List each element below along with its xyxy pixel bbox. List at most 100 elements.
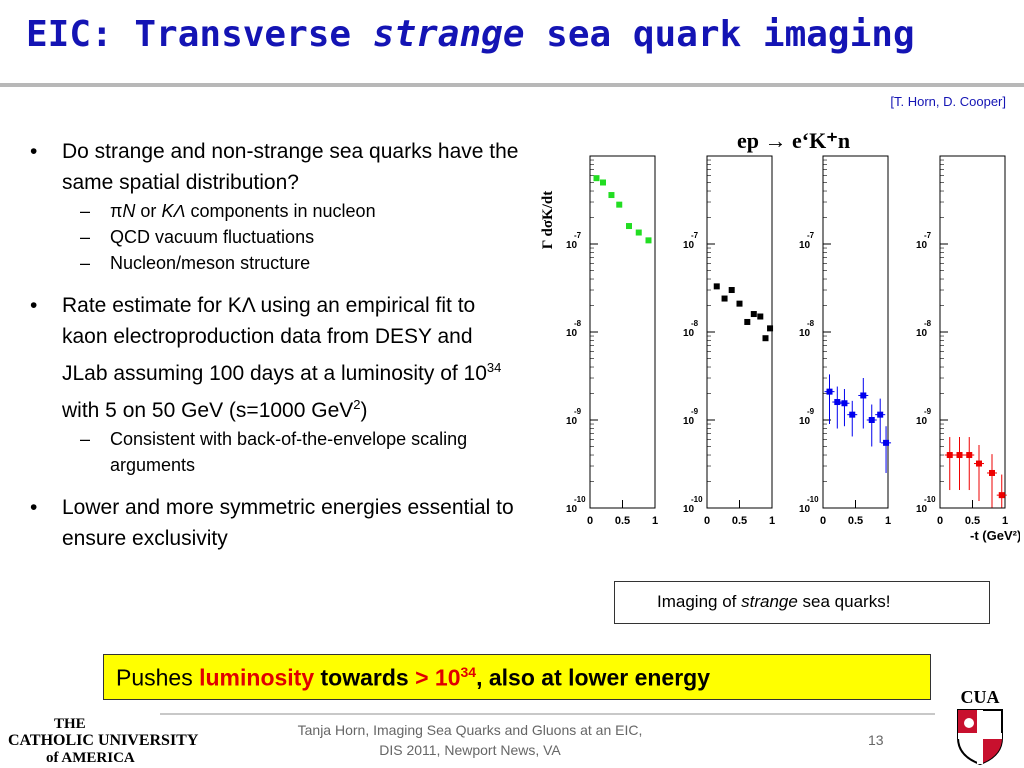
x-tick-label: 0 [704, 515, 710, 527]
data-point [736, 300, 743, 307]
y-tick-label-exp: -7 [574, 231, 582, 240]
footer-line-1: Tanja Horn, Imaging Sea Quarks and Gluon… [297, 722, 643, 738]
data-point [600, 179, 606, 186]
banner-red-1: luminosity [199, 664, 315, 691]
x-axis-label: -t (GeV²) [970, 528, 1020, 543]
bullet-3: Lower and more symmetric energies essent… [30, 492, 520, 554]
data-point [757, 313, 764, 320]
y-tick-label-base: 10 [799, 240, 811, 251]
y-tick-label-base: 10 [916, 240, 928, 251]
data-point [750, 311, 757, 318]
y-tick-label-base: 10 [683, 416, 695, 427]
x-tick-label: 0 [820, 515, 826, 527]
data-point [616, 201, 623, 208]
logo-line-3: of AMERICA [46, 750, 135, 766]
cua-shield-logo: CUA [957, 687, 1003, 766]
footer-line-2: DIS 2011, Newport News, VA [379, 742, 561, 758]
chart-title: ep → e‘K⁺n [737, 128, 851, 153]
data-point [608, 192, 615, 199]
data-point [593, 175, 600, 182]
x-tick-label: 0.5 [965, 515, 980, 527]
title-text-italic: strange [372, 14, 525, 55]
data-point [849, 411, 856, 418]
title-text-2: sea quark imaging [524, 14, 915, 55]
y-tick-label-base: 10 [799, 416, 811, 427]
data-point [956, 452, 963, 459]
y-tick-label-exp: -10 [807, 495, 819, 504]
data-point [860, 392, 867, 399]
bullet-2: Rate estimate for KΛ using an empirical … [30, 290, 520, 426]
x-tick-label: 0 [587, 515, 593, 527]
title-text-1: EIC: Transverse [26, 14, 373, 55]
x-tick-label: 1 [652, 515, 658, 527]
chart-area: Γ dσK/dt 10-710-810-910-100 0.5 110-710-810… [540, 155, 1020, 543]
y-tick-label-exp: -10 [924, 495, 936, 504]
caption-text-2: sea quarks! [797, 592, 891, 611]
y-tick-label-exp: -7 [924, 231, 932, 240]
y-tick-label-base: 10 [916, 328, 928, 339]
y-tick-label-exp: -9 [691, 407, 699, 416]
panel-1-frame [589, 155, 656, 509]
data-point [626, 223, 632, 230]
slide-title: EIC: Transverse strange sea quark imagin… [26, 14, 915, 55]
y-tick-label-base: 10 [683, 240, 695, 251]
y-tick-label-base: 10 [683, 504, 695, 515]
y-tick-label-base: 10 [799, 504, 811, 515]
bullet-list: Do strange and non-strange sea quarks ha… [30, 136, 520, 554]
y-tick-label-exp: -9 [807, 407, 815, 416]
highlight-banner: Pushes luminosity towards > 1034, also a… [103, 654, 931, 700]
y-tick-label-exp: -7 [807, 231, 815, 240]
banner-sup: 34 [460, 664, 477, 680]
x-tick-label: 0.5 [848, 515, 863, 527]
y-tick-label-base: 10 [916, 504, 928, 515]
y-tick-label-base: 10 [566, 328, 578, 339]
data-point [834, 399, 841, 406]
y-tick-label-exp: -8 [691, 319, 699, 328]
data-point [635, 229, 642, 236]
logo-line-2: CATHOLIC UNIVERSITY [8, 732, 199, 749]
citation: [T. Horn, D. Cooper] [890, 94, 1006, 109]
y-tick-label-base: 10 [566, 416, 578, 427]
data-point [877, 411, 884, 418]
panel-2-frame [706, 155, 773, 509]
y-tick-label-exp: -9 [574, 407, 582, 416]
sub-bullet-1-d: KΛ [161, 201, 186, 221]
logo-line-1: THE [54, 716, 86, 732]
sub-bullet-1-e: components in nucleon [185, 201, 376, 221]
bullet-2-sup-2: 2 [353, 397, 361, 412]
y-tick-label-base: 10 [916, 416, 928, 427]
bullet-1: Do strange and non-strange sea quarks ha… [30, 136, 520, 198]
y-tick-label-base: 10 [566, 240, 578, 251]
data-point [976, 460, 982, 467]
sub-bullet-2: QCD vacuum fluctuations [30, 224, 520, 250]
y-tick-label-base: 10 [683, 328, 695, 339]
cua-logo-text: CUA [961, 687, 1000, 707]
y-axis-label: Γ dσK/dt [540, 191, 556, 249]
sub-bullet-1-b: N [122, 201, 136, 221]
bullet-2-text-2: with 5 on 50 GeV (s=1000 GeV [62, 399, 354, 422]
y-tick-label-exp: -10 [691, 495, 703, 504]
data-point [966, 452, 973, 459]
x-tick-label: 0.5 [615, 515, 630, 527]
sub-bullet-4: Consistent with back-of-the-envelope sca… [30, 426, 520, 478]
data-point [645, 237, 652, 244]
data-point [767, 325, 774, 332]
y-tick-label-exp: -8 [924, 319, 932, 328]
bullet-2-sup-1: 34 [486, 360, 502, 375]
y-tick-label-exp: -9 [924, 407, 932, 416]
y-tick-label-exp: -7 [691, 231, 699, 240]
banner-bold-1: towards [314, 664, 416, 691]
footer-rule [160, 713, 935, 715]
data-point [841, 400, 848, 407]
data-point [826, 388, 833, 395]
y-tick-label-base: 10 [799, 328, 811, 339]
banner-text-1: Pushes [116, 664, 200, 691]
y-tick-label-base: 10 [566, 504, 578, 515]
banner-bold-2: , also at lower energy [476, 664, 710, 691]
data-point [762, 335, 769, 342]
data-point [868, 417, 875, 423]
caption-box: Imaging of strange sea quarks! [614, 581, 990, 624]
x-tick-label: 0 [937, 515, 943, 527]
x-tick-label: 0.5 [732, 515, 747, 527]
sub-bullet-1-a: π [110, 201, 123, 221]
